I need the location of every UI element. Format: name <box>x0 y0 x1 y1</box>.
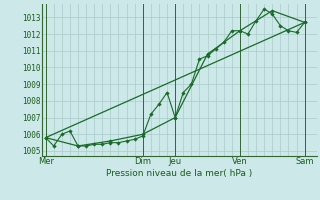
X-axis label: Pression niveau de la mer( hPa ): Pression niveau de la mer( hPa ) <box>106 169 252 178</box>
